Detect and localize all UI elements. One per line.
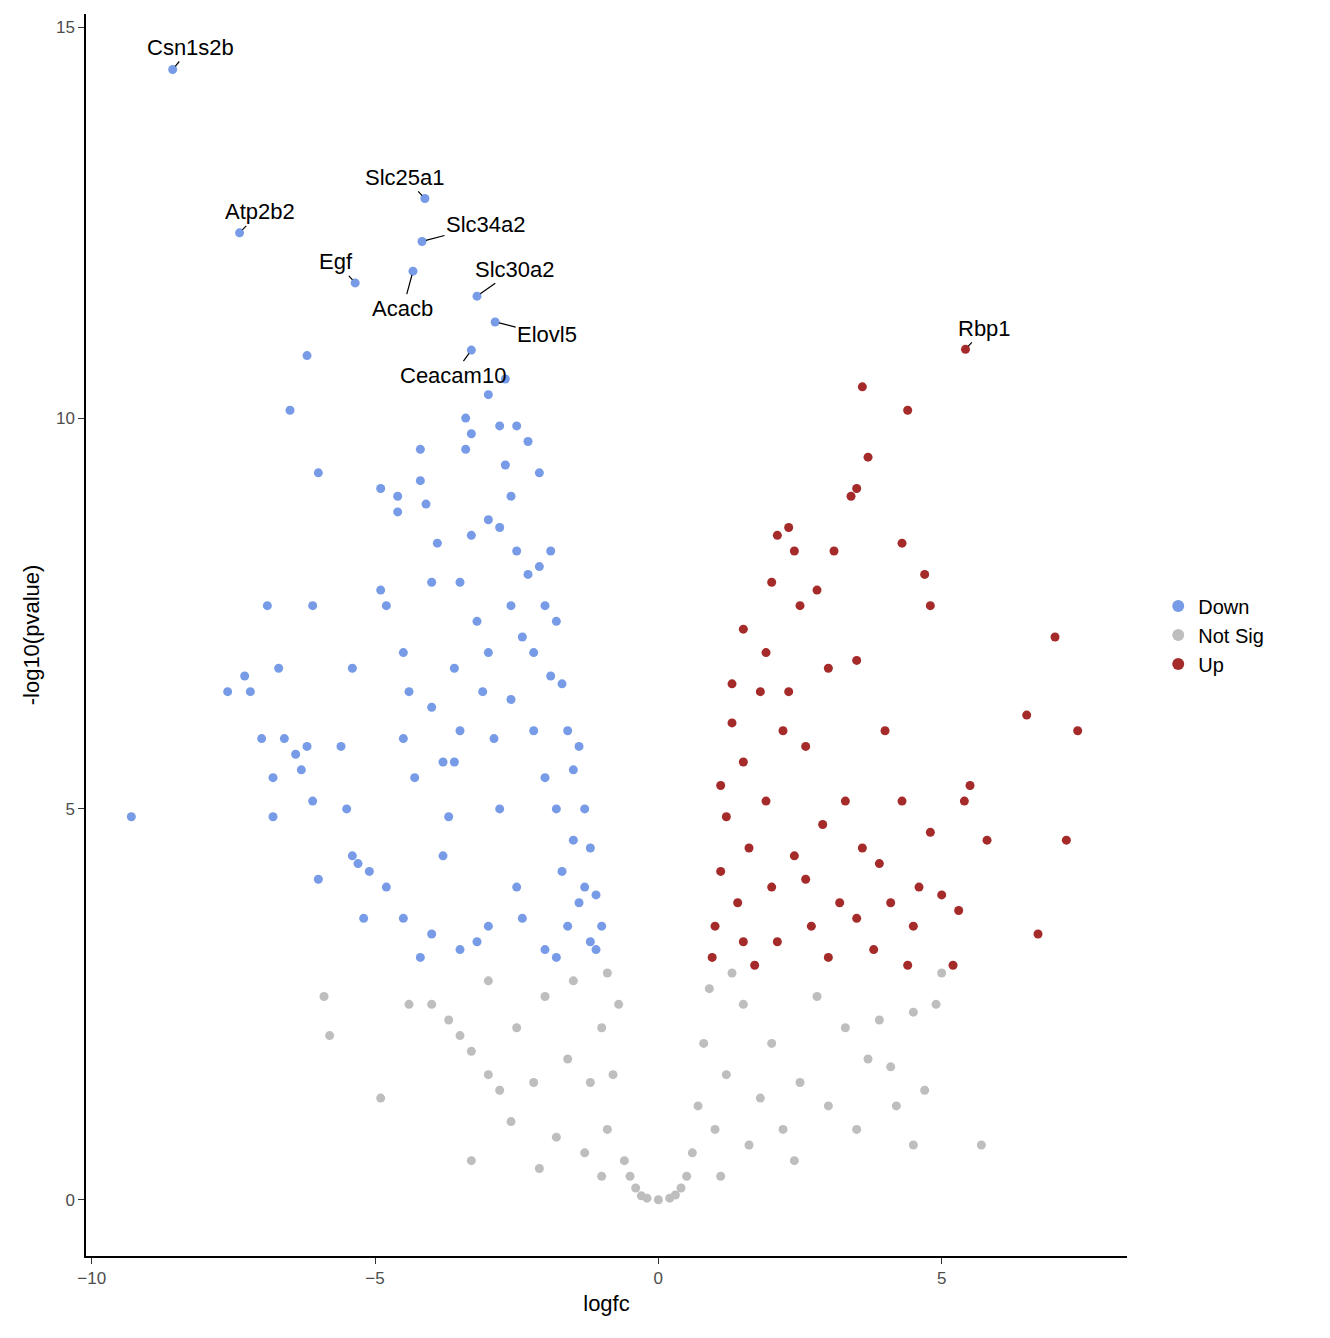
svg-text:10: 10 <box>56 409 75 428</box>
svg-text:15: 15 <box>56 18 75 37</box>
svg-text:5: 5 <box>65 800 74 819</box>
svg-text:logfc: logfc <box>583 1291 629 1316</box>
svg-text:Ceacam10: Ceacam10 <box>400 363 506 388</box>
svg-text:Slc30a2: Slc30a2 <box>475 257 555 282</box>
svg-text:0: 0 <box>65 1191 74 1210</box>
svg-text:−10: −10 <box>77 1269 106 1288</box>
svg-text:Not Sig: Not Sig <box>1198 625 1264 647</box>
svg-text:5: 5 <box>937 1269 946 1288</box>
svg-text:Atp2b2: Atp2b2 <box>225 199 295 224</box>
svg-text:Slc25a1: Slc25a1 <box>365 165 445 190</box>
svg-text:Elovl5: Elovl5 <box>517 322 577 347</box>
svg-text:−5: −5 <box>365 1269 384 1288</box>
svg-text:Down: Down <box>1198 596 1249 618</box>
svg-text:0: 0 <box>654 1269 663 1288</box>
svg-text:-log10(pvalue): -log10(pvalue) <box>19 565 44 706</box>
svg-text:Egf: Egf <box>319 249 353 274</box>
svg-text:Csn1s2b: Csn1s2b <box>147 35 234 60</box>
svg-text:Acacb: Acacb <box>372 296 433 321</box>
svg-text:Up: Up <box>1198 654 1224 676</box>
svg-text:Rbp1: Rbp1 <box>958 316 1011 341</box>
svg-text:Slc34a2: Slc34a2 <box>446 212 526 237</box>
